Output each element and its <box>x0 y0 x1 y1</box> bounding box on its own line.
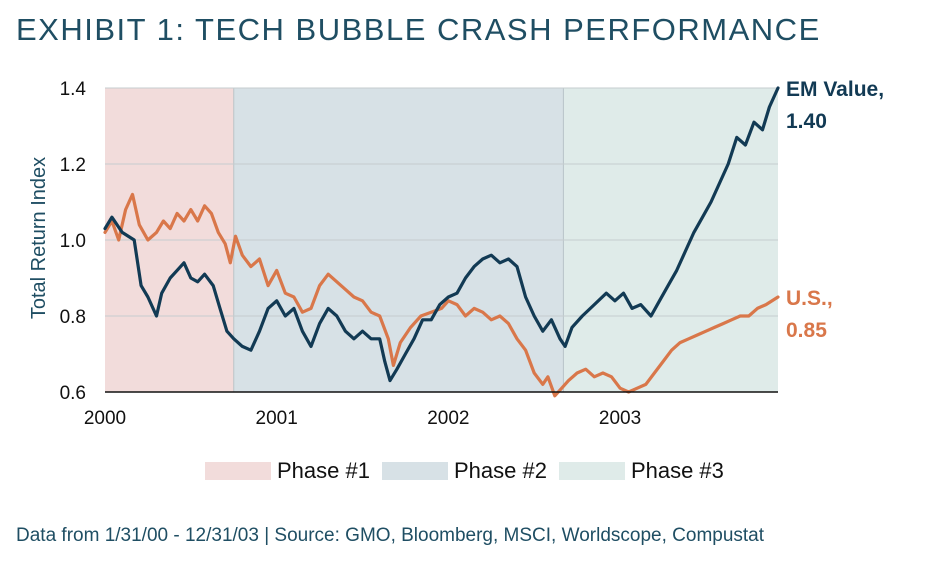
y-axis-label: Total Return Index <box>28 157 50 319</box>
x-tick-label: 2002 <box>427 408 469 429</box>
legend-item-phase-1: Phase #1 <box>205 458 370 484</box>
y-tick-label: 0.6 <box>60 383 86 404</box>
y-tick-label: 1.0 <box>60 231 86 252</box>
end-label-em-value-value: 1.40 <box>786 110 827 133</box>
y-tick-label: 1.4 <box>60 79 87 100</box>
legend-item-phase-3: Phase #3 <box>558 458 724 484</box>
legend-swatch <box>205 462 271 480</box>
legend-label: Phase #2 <box>453 458 547 483</box>
series-line-u-s <box>103 192 780 398</box>
series-line-em-value <box>103 86 780 383</box>
y-tick-label: 1.2 <box>60 155 86 176</box>
legend-label: Phase #3 <box>630 458 724 483</box>
chart-title: EXHIBIT 1: TECH BUBBLE CRASH PERFORMANCE <box>16 12 821 47</box>
legend-label: Phase #1 <box>277 458 370 483</box>
x-tick-label: 2001 <box>256 408 298 429</box>
x-tick-label: 2000 <box>84 408 126 429</box>
end-label-u-s-value: 0.85 <box>786 319 827 342</box>
legend-swatch <box>558 462 625 480</box>
end-label-em-value-name: EM Value, <box>786 78 884 101</box>
y-tick-label: 0.8 <box>60 307 86 328</box>
source-footnote: Data from 1/31/00 - 12/31/03 | Source: G… <box>16 525 765 546</box>
legend: Phase #1 Phase #2 Phase #3 <box>205 458 736 484</box>
end-label-u-s-name: U.S., <box>786 287 833 310</box>
x-tick-label: 2003 <box>599 408 641 429</box>
legend-swatch <box>381 462 448 480</box>
legend-item-phase-2: Phase #2 <box>381 458 547 484</box>
